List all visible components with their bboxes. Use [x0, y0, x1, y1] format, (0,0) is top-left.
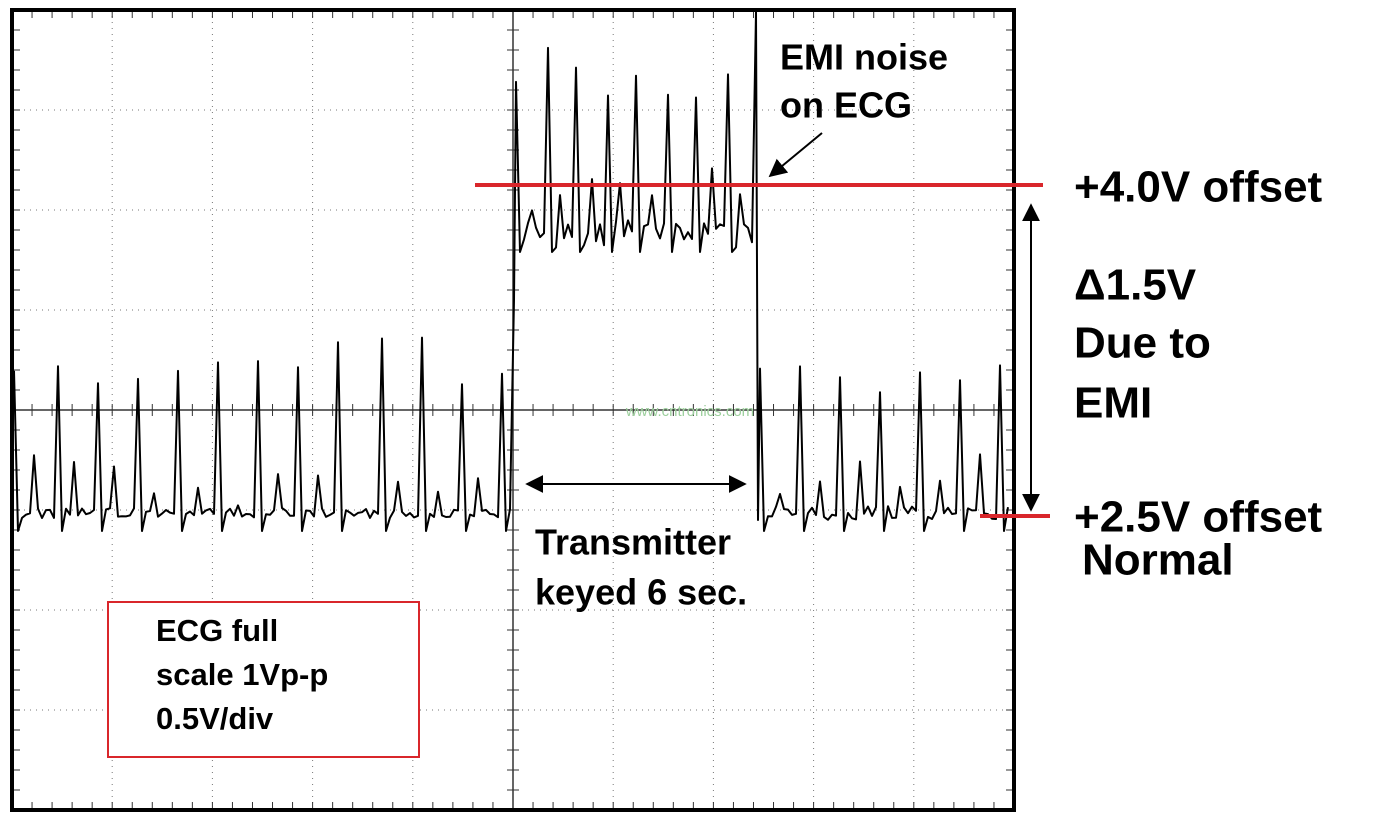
trace-line [13, 11, 1009, 532]
scale-box [107, 601, 420, 758]
emi-label: on ECG [780, 85, 912, 126]
watermark: www.cntronics.com [625, 403, 754, 420]
offset-high-label: +4.0V offset [1074, 163, 1323, 212]
delta-label: EMI [1074, 379, 1152, 428]
screen-frame [10, 8, 1016, 812]
pointer-arrow [768, 132, 823, 178]
scale-label: 0.5V/div [156, 701, 274, 736]
ecg-trace [13, 11, 1009, 532]
delta-label: Due to [1074, 319, 1211, 368]
scale-label: scale 1Vp-p [156, 657, 328, 692]
emi-label: EMI noise [780, 37, 948, 78]
normal-label: Normal [1082, 536, 1234, 585]
transmitter-label: Transmitter [535, 522, 731, 563]
scale-label: ECG full [156, 613, 278, 648]
transmitter-label: keyed 6 sec. [535, 572, 747, 613]
delta-label: Δ1.5V [1074, 261, 1197, 310]
offset-low-label: +2.5V offset [1074, 493, 1323, 542]
